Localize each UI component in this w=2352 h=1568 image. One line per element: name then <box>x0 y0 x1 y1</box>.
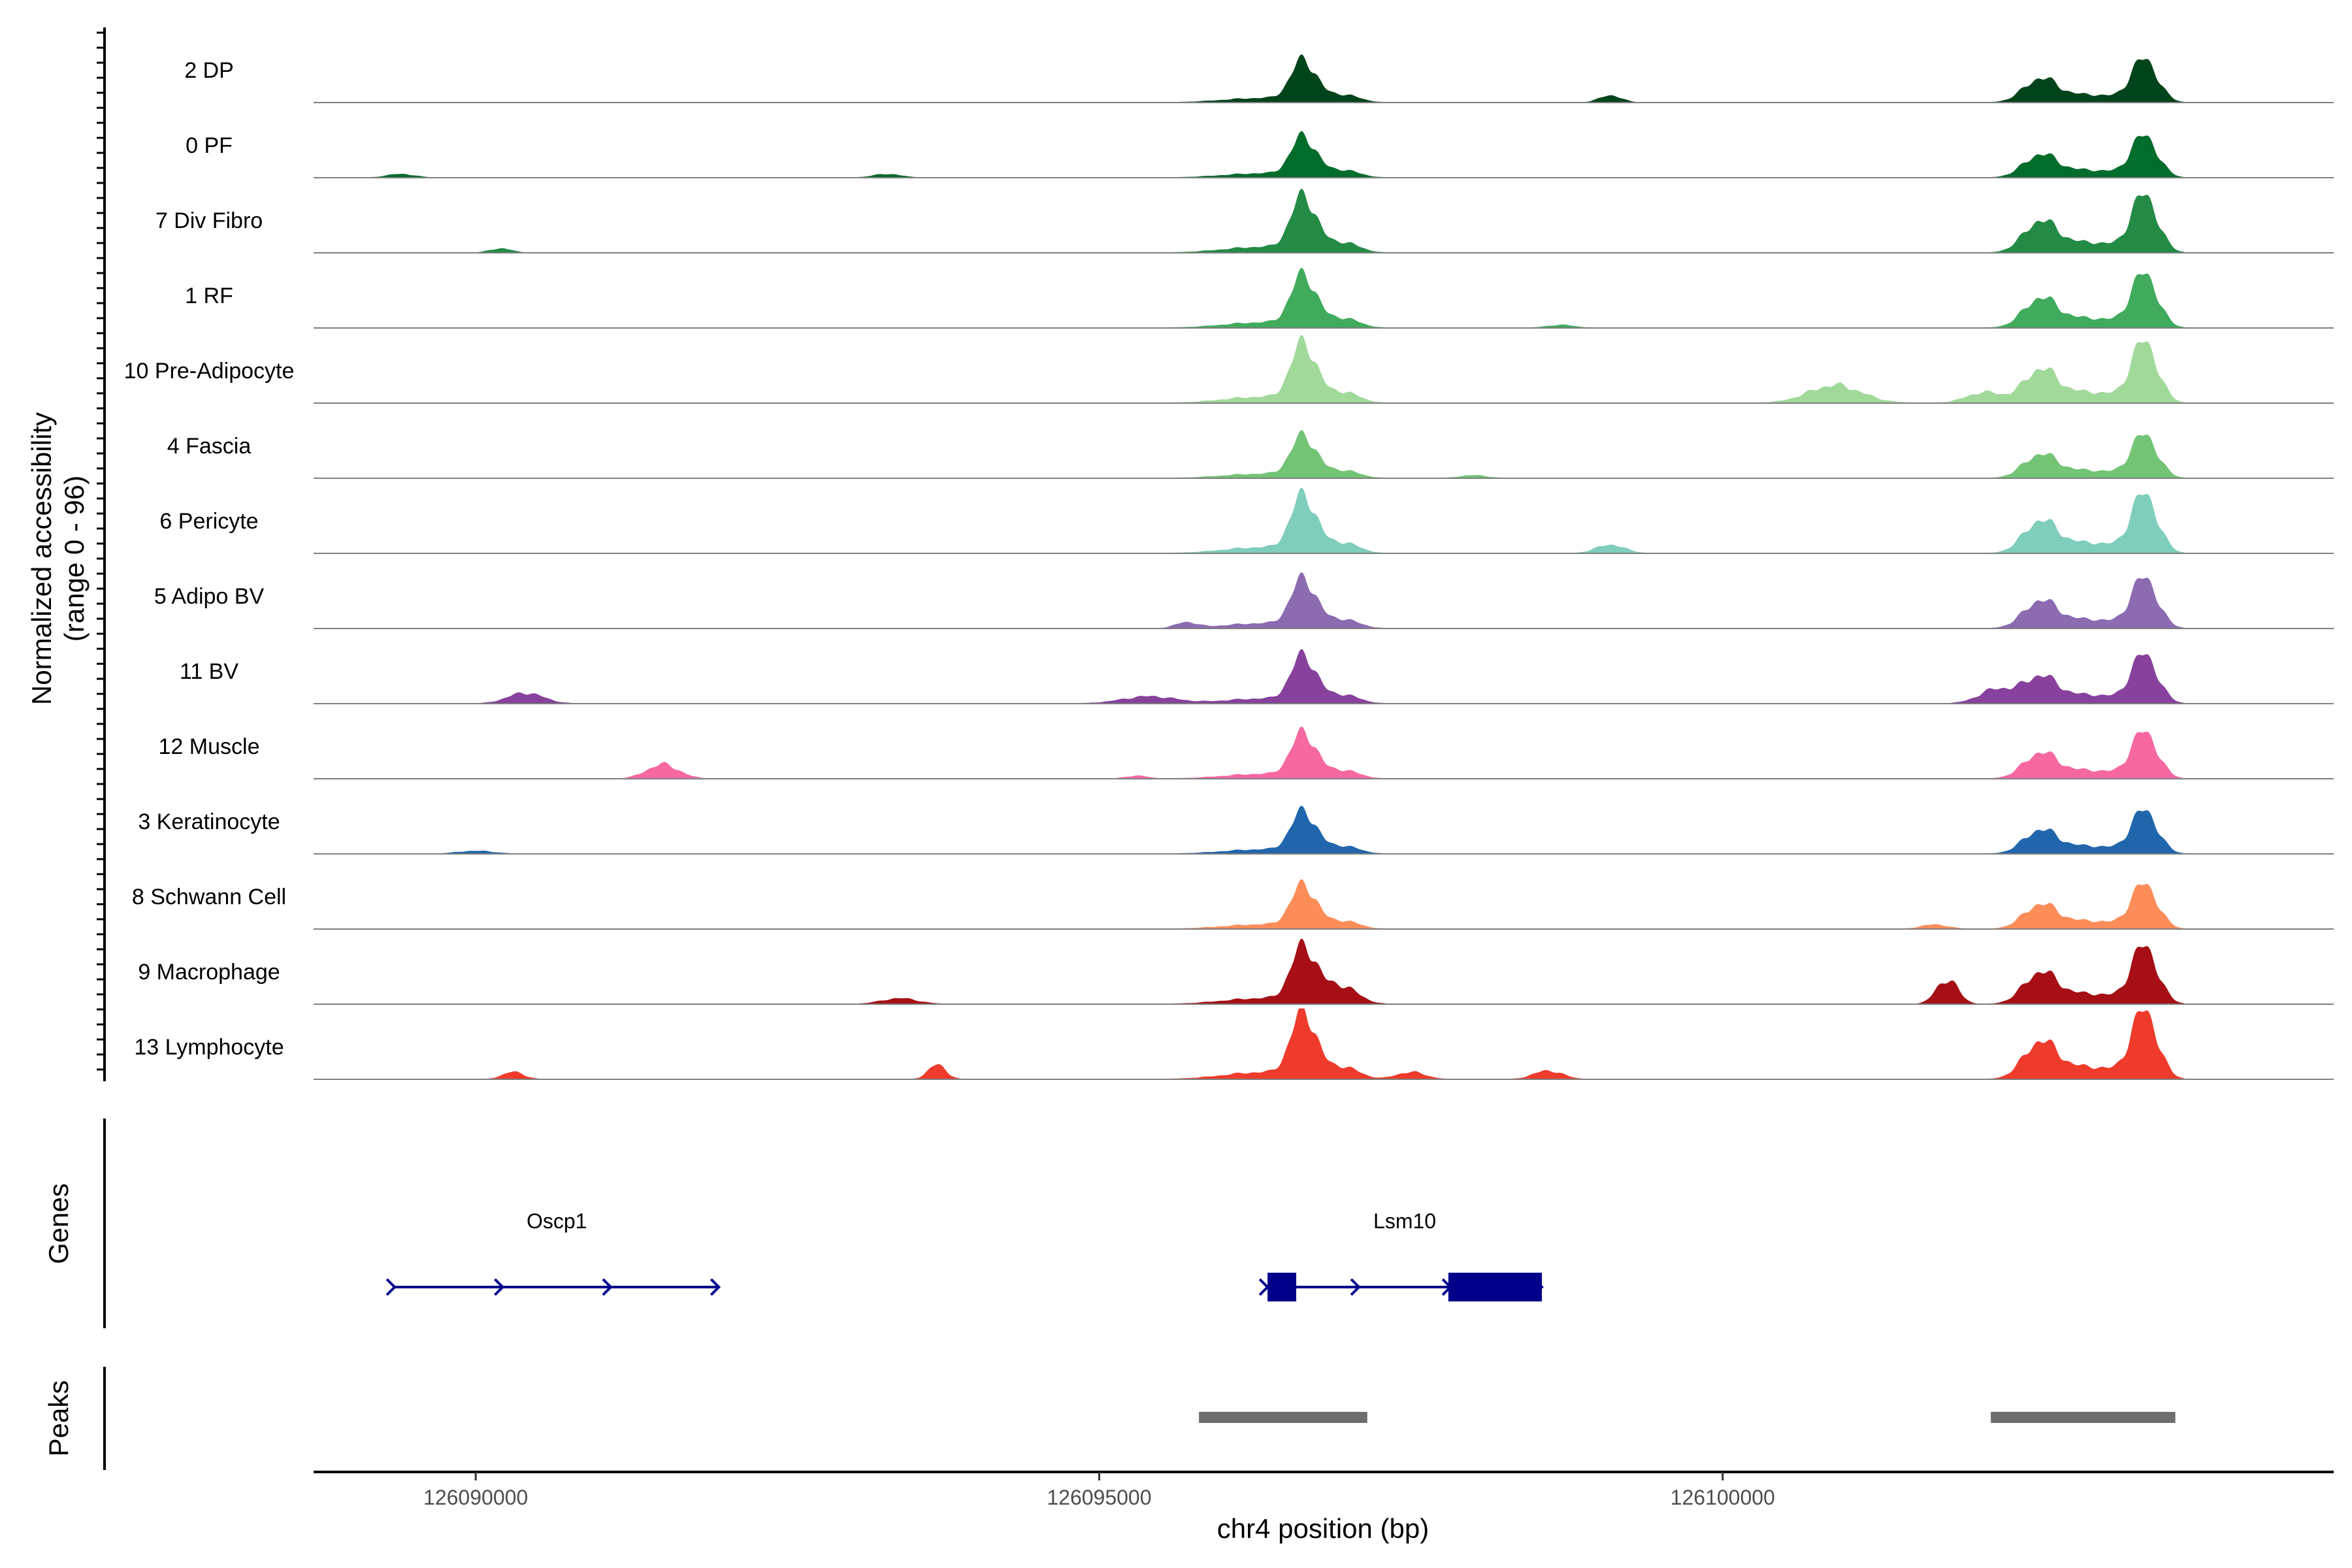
track: 9 Macrophage <box>138 938 2334 1005</box>
track-coverage-area <box>338 649 2185 704</box>
track-coverage-area <box>338 430 2185 479</box>
track: 10 Pre-Adipocyte <box>124 335 2334 404</box>
track: 6 Pericyte <box>159 487 2334 554</box>
y-axis-ticks <box>97 31 105 1071</box>
strand-arrow <box>710 1278 721 1296</box>
track-coverage-area <box>338 938 2185 1005</box>
track-label: 4 Fascia <box>167 434 252 459</box>
track-label: 12 Muscle <box>159 734 260 759</box>
track-coverage-area <box>338 188 2185 253</box>
y-axis-title-line2: (range 0 - 96) <box>59 476 90 642</box>
track: 1 RF <box>185 268 2334 329</box>
track-label: 10 Pre-Adipocyte <box>124 359 295 384</box>
x-tick-label: 126090000 <box>423 1486 528 1509</box>
peak-regions <box>1199 1412 2176 1423</box>
peak-region <box>1991 1412 2176 1423</box>
strand-arrow <box>1258 1278 1269 1296</box>
gene-exon <box>1448 1273 1543 1301</box>
x-axis-title: chr4 position (bp) <box>1217 1513 1429 1544</box>
gene-label: Lsm10 <box>1373 1209 1436 1233</box>
track-label: 1 RF <box>185 284 233 308</box>
x-tick-label: 126095000 <box>1047 1486 1151 1509</box>
track-label: 2 DP <box>184 58 234 83</box>
track: 5 Adipo BV <box>154 572 2334 629</box>
gene: Oscp1 <box>385 1209 721 1296</box>
x-axis-ticks: 126090000 126095000 126100000 <box>423 1472 1775 1509</box>
gene: Lsm10 <box>1258 1209 1544 1301</box>
track-label: 6 Pericyte <box>159 509 258 534</box>
track: 0 PF <box>186 131 2334 178</box>
y-axis-title-line1: Normalized accessibility <box>26 412 57 705</box>
strand-arrow <box>1350 1278 1361 1296</box>
track-label: 5 Adipo BV <box>154 584 265 609</box>
track-coverage-area <box>338 487 2185 554</box>
gene-annotations: Oscp1 Lsm10 <box>385 1209 1544 1301</box>
strand-arrow <box>494 1278 505 1296</box>
track-coverage-area <box>338 54 2185 103</box>
track: 3 Keratinocyte <box>138 806 2334 855</box>
strand-arrow <box>602 1278 613 1296</box>
track-coverage-area <box>338 727 2185 779</box>
accessibility-tracks: 2 DP 0 PF 7 Div Fibro 1 RF 10 Pre-Adipocyte 4… <box>124 54 2334 1080</box>
track: 7 Div Fibro <box>155 188 2334 253</box>
track-label: 8 Schwann Cell <box>132 885 286 909</box>
peaks-panel-label: Peaks <box>43 1380 74 1457</box>
track-coverage-area <box>338 1008 2185 1080</box>
track: 12 Muscle <box>159 727 2334 779</box>
strand-arrow <box>385 1278 397 1296</box>
track: 4 Fascia <box>167 430 2334 479</box>
gene-label: Oscp1 <box>527 1209 587 1233</box>
track-label: 13 Lymphocyte <box>134 1035 284 1060</box>
x-tick-label: 126100000 <box>1671 1486 1775 1509</box>
track-coverage-area <box>338 335 2185 404</box>
track-label: 11 BV <box>180 659 238 684</box>
track: 13 Lymphocyte <box>134 1008 2334 1080</box>
gene-exon <box>1267 1273 1297 1301</box>
y-axis <box>97 27 106 1081</box>
track: 11 BV <box>180 649 2334 704</box>
track: 2 DP <box>184 54 2334 103</box>
track: 8 Schwann Cell <box>132 879 2334 930</box>
track-coverage-area <box>338 572 2185 629</box>
track-label: 9 Macrophage <box>138 960 280 985</box>
track-coverage-area <box>338 268 2185 329</box>
peak-region <box>1199 1412 1367 1423</box>
track-label: 7 Div Fibro <box>155 208 263 233</box>
track-label: 3 Keratinocyte <box>138 809 280 834</box>
track-label: 0 PF <box>186 133 233 158</box>
track-coverage-area <box>338 806 2185 855</box>
track-coverage-area <box>338 879 2185 930</box>
track-coverage-area <box>338 131 2185 178</box>
genes-panel-label: Genes <box>43 1183 74 1264</box>
